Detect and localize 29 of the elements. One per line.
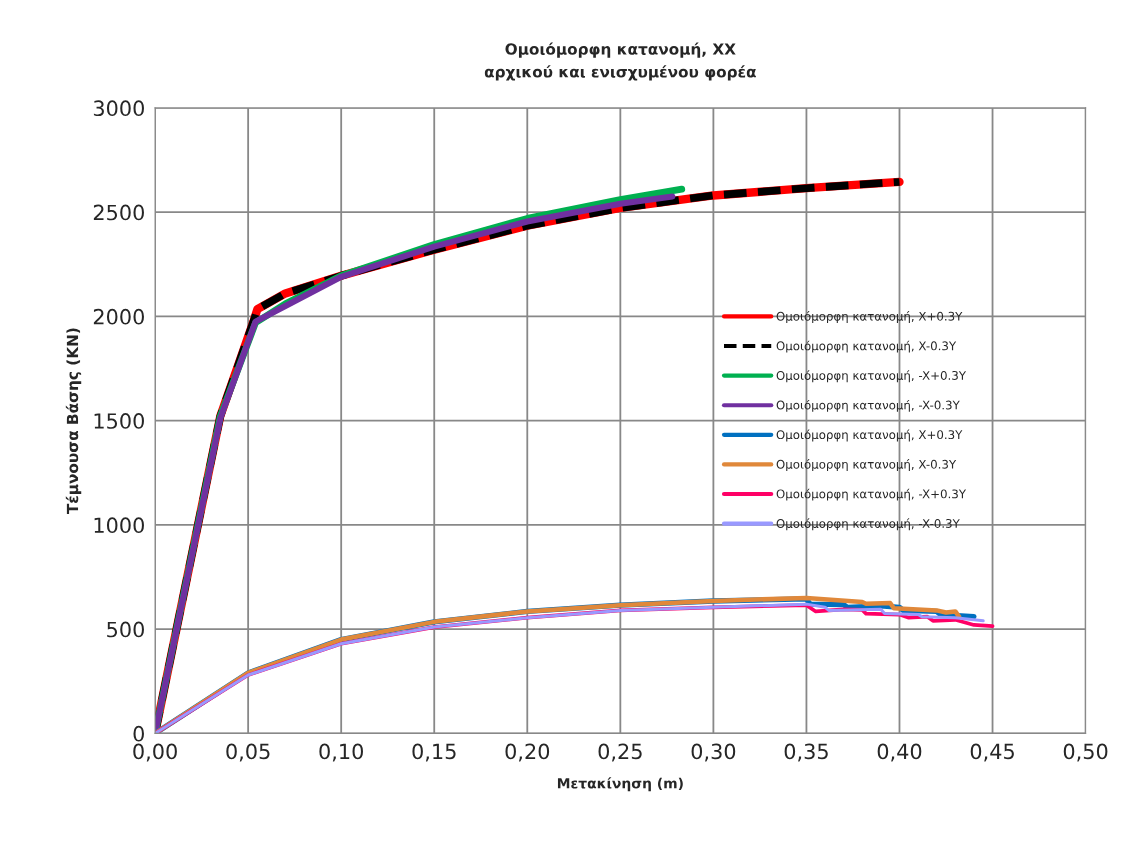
legend-label: Ομοιόμορφη κατανομή, X+0.3Y: [776, 429, 963, 442]
x-axis-title: Μετακίνηση (m): [557, 777, 683, 792]
legend-label: Ομοιόμορφη κατανομή, X+0.3Y: [776, 311, 963, 323]
y-tick-label: 1500: [94, 413, 144, 429]
legend-label: Ομοιόμορφη κατανομή, -X+0.3Y: [776, 370, 967, 383]
x-tick-label: 0,00: [133, 743, 177, 762]
x-tick-label: 0,20: [505, 743, 550, 762]
y-tick-label: 2500: [93, 204, 144, 221]
legend-label: Ομοιόμορφη κατανομή, -X-0.3Y: [776, 518, 960, 531]
legend-label: Ομοιόμορφη κατανομή, -X-0.3Y: [776, 399, 960, 412]
x-tick-label: 0,50: [1063, 743, 1108, 762]
chart-title: Ομοιόμορφη κατανομή, XX αρχικού και ενισχυμένου φορέα: [484, 42, 756, 81]
x-tick-label: 0,05: [226, 743, 270, 762]
x-tick-label: 0,10: [319, 743, 363, 762]
y-tick-label: 0: [133, 725, 144, 742]
legend-label: Ομοιόμορφη κατανομή, X-0.3Y: [776, 459, 957, 472]
x-tick-label: 0,45: [970, 743, 1014, 762]
y-tick-label: 500: [107, 621, 144, 638]
y-tick-label: 1000: [94, 517, 144, 534]
x-tick-label: 0,30: [691, 743, 736, 762]
y-axis-title: Τέμνουσα Βάσης (KN): [65, 328, 82, 515]
legend-label: Ομοιόμορφη κατανομή, -X+0.3Y: [776, 488, 967, 501]
legend-label: Ομοιόμορφη κατανομή, X-0.3Y: [776, 340, 957, 353]
x-tick-label: 0,40: [877, 743, 922, 762]
y-tick-label: 3000: [93, 100, 144, 117]
y-tick-label: 2000: [93, 308, 144, 325]
x-tick-label: 0,35: [784, 743, 828, 762]
x-tick-label: 0,15: [412, 743, 456, 762]
x-tick-label: 0,25: [598, 743, 642, 762]
